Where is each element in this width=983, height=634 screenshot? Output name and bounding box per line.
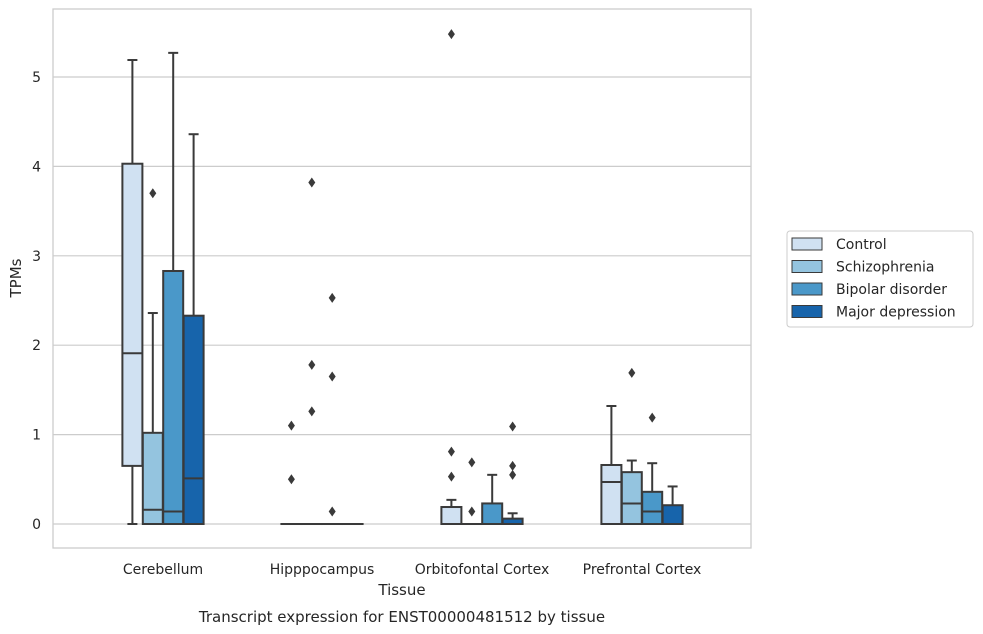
box <box>661 504 684 526</box>
box-group <box>460 457 483 526</box>
outlier-point <box>447 471 455 482</box>
outlier-point <box>328 292 336 303</box>
outlier-point <box>287 474 295 485</box>
box <box>121 162 144 467</box>
outlier-point <box>509 469 517 480</box>
box-group <box>501 421 524 525</box>
legend-swatch <box>791 237 823 251</box>
legend-entry-label: Major depression <box>836 305 956 321</box>
box-group <box>620 367 643 526</box>
box-group <box>141 188 164 526</box>
x-tick-label: Orbitofontal Cortex <box>415 562 550 578</box>
outlier-point <box>308 359 316 370</box>
legend-swatch <box>791 260 823 273</box>
outlier-point <box>447 29 455 40</box>
y-tick-labels: 0 1 2 3 4 5 <box>32 70 41 533</box>
box <box>641 490 664 526</box>
outlier-point <box>648 412 656 423</box>
outlier-point <box>328 506 336 517</box>
y-tick-label: 1 <box>32 428 41 444</box>
x-tick-label: Prefrontal Cortex <box>583 562 702 578</box>
legend-swatch <box>791 305 823 318</box>
box-group <box>121 59 144 525</box>
legend-swatch <box>791 282 823 296</box>
box-group <box>440 29 463 526</box>
outlier-point <box>328 371 336 382</box>
box <box>162 269 185 525</box>
outlier-point <box>468 457 476 468</box>
legend-frame <box>786 230 974 328</box>
box-group <box>280 420 303 526</box>
box-group <box>481 473 504 525</box>
box <box>182 314 205 525</box>
y-tick-label: 4 <box>32 159 41 175</box>
x-tick-label: Cerebellum <box>123 562 203 578</box>
chart-caption: Transcript expression for ENST0000048151… <box>198 608 605 626</box>
box-group <box>321 292 344 526</box>
outlier-point <box>287 420 295 431</box>
y-tick-label: 2 <box>32 338 41 354</box>
outlier-point <box>149 188 157 199</box>
box <box>600 463 623 526</box>
y-tick-label: 5 <box>32 70 41 86</box>
x-axis-label: Tissue <box>377 581 425 599</box>
box <box>440 506 463 526</box>
legend: Control Schizophrenia Bipolar disorder Majo… <box>786 230 974 328</box>
box <box>481 502 504 525</box>
y-tick-label: 3 <box>32 249 41 265</box>
x-tick-labels: Cerebellum Hipppocampus Orbitofontal Corte… <box>123 562 701 578</box>
y-axis-label: TPMs <box>7 258 25 298</box>
x-tick-label: Hipppocampus <box>270 562 375 578</box>
boxes <box>121 29 684 526</box>
box-group <box>661 485 684 526</box>
outlier-point <box>509 460 517 471</box>
box-group <box>182 133 205 525</box>
legend-entry-label: Control <box>836 237 887 253</box>
box <box>620 471 643 526</box>
outlier-point <box>308 177 316 188</box>
legend-entry-label: Bipolar disorder <box>836 282 947 298</box>
legend-entry-label: Schizophrenia <box>836 260 934 276</box>
outlier-point <box>308 406 316 417</box>
outlier-point <box>628 367 636 378</box>
outlier-point <box>447 446 455 457</box>
y-tick-label: 0 <box>32 517 41 533</box>
outlier-point <box>509 421 517 432</box>
outlier-point <box>468 506 476 517</box>
